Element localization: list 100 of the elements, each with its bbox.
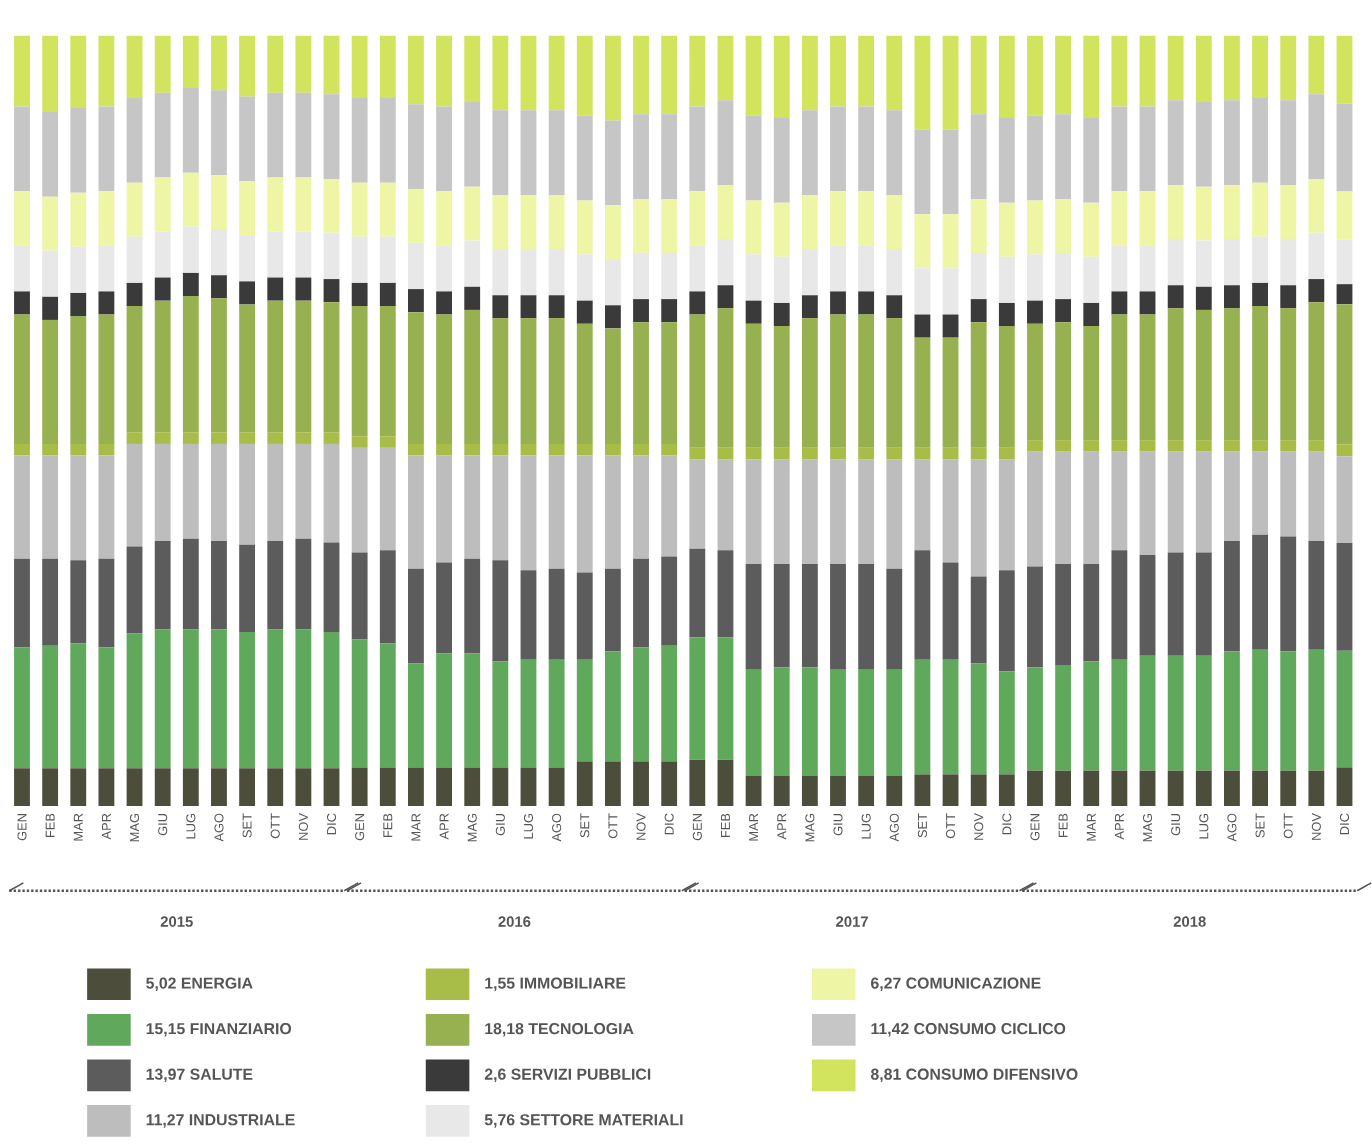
bar (239, 767, 256, 806)
bar (604, 328, 621, 444)
bar (717, 284, 734, 309)
bar (1139, 35, 1156, 107)
bar (211, 767, 227, 806)
bar (886, 459, 903, 569)
bar (1308, 178, 1325, 233)
bar (70, 35, 87, 108)
bar (717, 184, 734, 239)
bar (1139, 554, 1156, 656)
bar (182, 432, 199, 444)
bar (492, 767, 509, 806)
bar (689, 548, 706, 637)
bar (801, 318, 818, 448)
bar (1252, 97, 1268, 183)
bar (323, 178, 340, 233)
bar (14, 244, 30, 292)
bar (1111, 439, 1128, 452)
bar (1139, 439, 1156, 452)
bar (1252, 236, 1268, 283)
bar (1308, 278, 1325, 302)
bar (154, 540, 171, 630)
bar (42, 767, 59, 806)
bar (14, 647, 30, 768)
bar (520, 443, 537, 456)
bar (1027, 566, 1043, 668)
bar (379, 35, 396, 98)
bar (1195, 309, 1212, 440)
bar (942, 129, 959, 215)
bar (914, 659, 931, 775)
bar (520, 569, 537, 660)
bar (436, 190, 452, 245)
bar (464, 186, 481, 241)
bar (942, 459, 959, 563)
bar (914, 267, 931, 315)
bar (745, 200, 762, 255)
bar (998, 202, 1015, 257)
bar (914, 774, 931, 806)
bar (295, 177, 312, 231)
bar (773, 775, 790, 806)
bar (717, 447, 734, 460)
bar (267, 92, 284, 178)
bar (858, 459, 875, 564)
bar (1083, 117, 1100, 203)
bar (14, 455, 30, 559)
bar (1308, 301, 1325, 440)
bar (830, 291, 846, 315)
bar (604, 304, 621, 329)
bar (379, 435, 396, 448)
bar (1336, 239, 1353, 284)
bar (830, 775, 846, 806)
bar (126, 443, 143, 547)
bar (1252, 282, 1268, 306)
bar (14, 291, 30, 315)
bar (70, 107, 87, 193)
bar (436, 443, 452, 456)
bar (942, 214, 959, 268)
bar (1083, 302, 1100, 326)
bar (1252, 451, 1268, 535)
bar (126, 182, 143, 237)
bar (408, 288, 424, 312)
bar (1027, 451, 1043, 567)
bar (801, 667, 818, 776)
bar (886, 248, 903, 295)
bar (211, 443, 227, 541)
bar (1224, 540, 1240, 651)
bar (154, 443, 171, 541)
bar (801, 563, 818, 668)
bar (604, 35, 621, 121)
bar (323, 767, 340, 806)
bar (1252, 770, 1268, 806)
bar (1111, 106, 1128, 191)
bar (1280, 238, 1297, 285)
bar (604, 443, 621, 456)
bar (773, 459, 790, 564)
bar (492, 35, 509, 111)
bar (1083, 256, 1100, 303)
bar (1280, 451, 1297, 537)
bar (379, 305, 396, 436)
bar (436, 35, 452, 107)
bar (14, 190, 30, 245)
bar (886, 568, 903, 670)
bar (492, 194, 509, 249)
bar (379, 282, 396, 306)
bar (408, 443, 424, 456)
bar (1083, 660, 1100, 771)
bar (154, 277, 171, 301)
bar (1280, 184, 1297, 239)
bar (464, 558, 481, 654)
bar (745, 669, 762, 776)
bar (267, 231, 284, 278)
bar (126, 35, 143, 98)
bar (1252, 534, 1268, 650)
bar (351, 35, 368, 98)
bar (154, 35, 171, 93)
bar (548, 767, 565, 806)
bar (154, 177, 171, 231)
bar (773, 35, 790, 118)
bar (1167, 439, 1184, 452)
bar (351, 236, 368, 283)
